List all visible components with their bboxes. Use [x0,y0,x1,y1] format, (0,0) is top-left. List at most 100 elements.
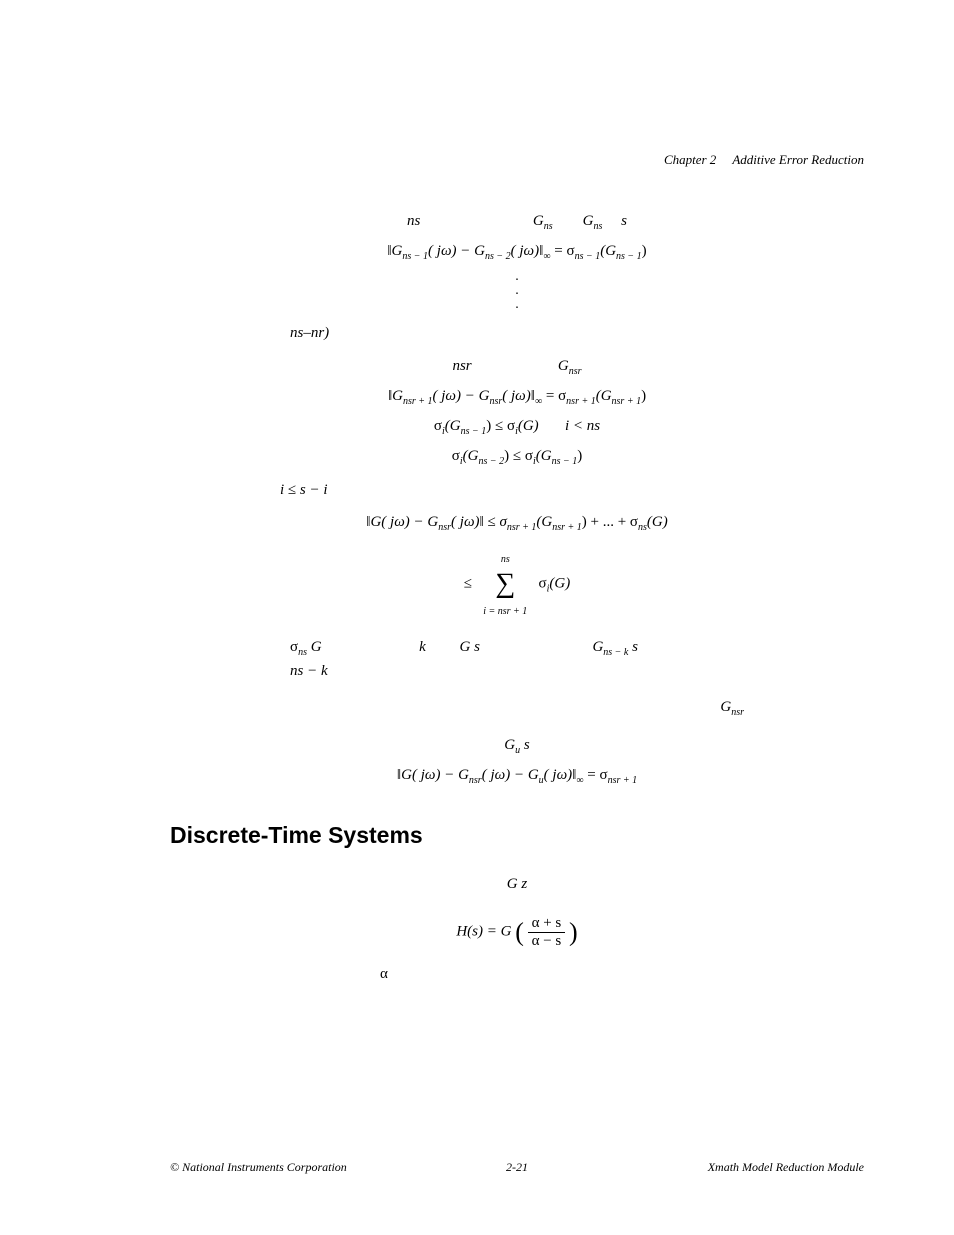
frag: k [419,639,426,655]
para-1: σns G k G s Gns − k s ns − k [290,636,864,683]
eq-line-5: σi(Gns − 1) ≤ σi(G) i < ns [170,415,864,439]
sub: ns − 1 [616,251,642,262]
para-2: Gnsr [290,696,864,720]
frag: nsr [452,358,471,374]
sigma: σ [566,243,574,259]
frag: σ [434,418,442,434]
frag: ) [642,243,647,259]
sub-ns2: ns [593,221,602,232]
eq: = [554,243,566,259]
eq-block-1: ns Gns Gns s ‖Gns − 1( jω) − Gns − 2( jω… [170,210,864,312]
frag: σ [290,639,298,655]
eq-line-3: nsr Gnsr [170,355,864,379]
page-footer: © National Instruments Corporation 2-21 … [170,1160,864,1175]
frag: (G [536,514,552,530]
frag: (G [445,418,461,434]
frag-Gns2: G [583,213,594,229]
eq-block-3: ‖G( jω) − Gnsr( jω)‖ ≤ σnsr + 1(Gnsr + 1… [170,511,864,622]
sub: nsr + 1 [612,396,642,407]
footer-left: © National Instruments Corporation [170,1160,347,1175]
sub: ns − 1 [461,426,487,437]
frac-top: α + s [528,915,566,933]
discrete-Gz: G z [170,873,864,896]
frag: G [474,243,485,259]
frag: s [520,737,530,753]
eq-line-8: ‖G( jω) − Gnsr( jω)‖ ≤ σnsr + 1(Gnsr + 1… [170,511,864,535]
leq: ≤ [464,576,472,592]
frag: G [392,243,403,259]
sub: nsr [731,707,744,718]
eq-line-11: ‖G( jω) − Gnsr( jω) − Gu( jω)‖∞ = σnsr +… [170,764,864,788]
sub-ns1: ns [544,221,553,232]
frag: ) [641,388,646,404]
frag-ns: ns [407,213,420,229]
frag: ( jω)‖ [502,388,535,404]
eq-line-4: ‖Gnsr + 1( jω) − Gnsr( jω)‖∞ = σnsr + 1(… [170,385,864,409]
sub: ns − 1 [552,456,578,467]
frag: G [720,699,731,715]
page-header: Chapter 2 Additive Error Reduction [664,152,864,168]
frag: (G [596,388,612,404]
frag: (G [536,448,552,464]
frag: ‖G( jω) − G [397,767,469,783]
sum-symbol: ∑ [495,568,515,599]
sub: nsr [438,522,451,533]
eq-line-10: Gu s [170,734,864,758]
frag: ( jω) − [428,243,474,259]
frag: σ [452,448,460,464]
frag: G s [460,639,480,655]
frag: (G) [518,418,539,434]
footer-right: Xmath Model Reduction Module [708,1160,864,1175]
frag: ) ≤ σ [504,448,533,464]
frag: G [592,639,603,655]
frag: ‖G [388,388,403,404]
frag: ( jω) [511,243,540,259]
sub: ns − 1 [575,251,601,262]
inf: ∞ [543,251,550,262]
sub: nsr [569,366,582,377]
frag: G [504,737,515,753]
eq-block-2: nsr Gnsr ‖Gnsr + 1( jω) − Gnsr( jω)‖∞ = … [170,355,864,469]
sum-block: ns ∑ i = nsr + 1 [483,547,527,622]
frag: ‖G( jω) − G [366,514,438,530]
frag: ( jω)‖ [544,767,577,783]
ns-nr-label: ns–nr) [290,322,864,345]
frag: ) [577,448,582,464]
sub: nsr [469,775,482,786]
cond: i < ns [565,418,600,434]
frag: ) ≤ σ [486,418,515,434]
frag: (G) [549,576,570,592]
frag: ns − k [290,663,328,679]
frag: (G) [647,514,668,530]
sub: ns [638,522,647,533]
sub: ns [298,647,307,658]
frag: G [307,639,322,655]
sub: nsr + 1 [507,522,537,533]
frag: H(s) = G [456,923,511,939]
paren-open: ( [515,918,524,947]
paren-close: ) [569,918,578,947]
vdots: ... [170,270,864,312]
inf: ∞ [576,775,583,786]
sub: ns − 2 [478,456,504,467]
frag: ( jω) − G [433,388,490,404]
eq-line-6: σi(Gns − 2) ≤ σi(Gns − 1) [170,445,864,469]
frac-bot: α − s [528,933,566,950]
sub: ns − 2 [485,251,511,262]
section-heading: Discrete-Time Systems [170,818,864,853]
footer-center: 2-21 [506,1160,528,1175]
sub: nsr + 1 [566,396,596,407]
frag: ( jω) − G [482,767,539,783]
frag: G [558,358,569,374]
frag: ) + ... + σ [582,514,638,530]
chapter-title: Additive Error Reduction [732,152,864,167]
frag-Gns1: G [533,213,544,229]
frag: s [628,639,638,655]
alpha-line: α [380,963,864,986]
eq-block-4: Gu s ‖G( jω) − Gnsr( jω) − Gu( jω)‖∞ = σ… [170,734,864,788]
frag: ( jω)‖ ≤ σ [451,514,507,530]
frag: σ [539,576,547,592]
eq-line-1: ns Gns Gns s [170,210,864,234]
frag: = σ [584,767,608,783]
bilinear-fraction: α + s α − s [528,915,566,949]
